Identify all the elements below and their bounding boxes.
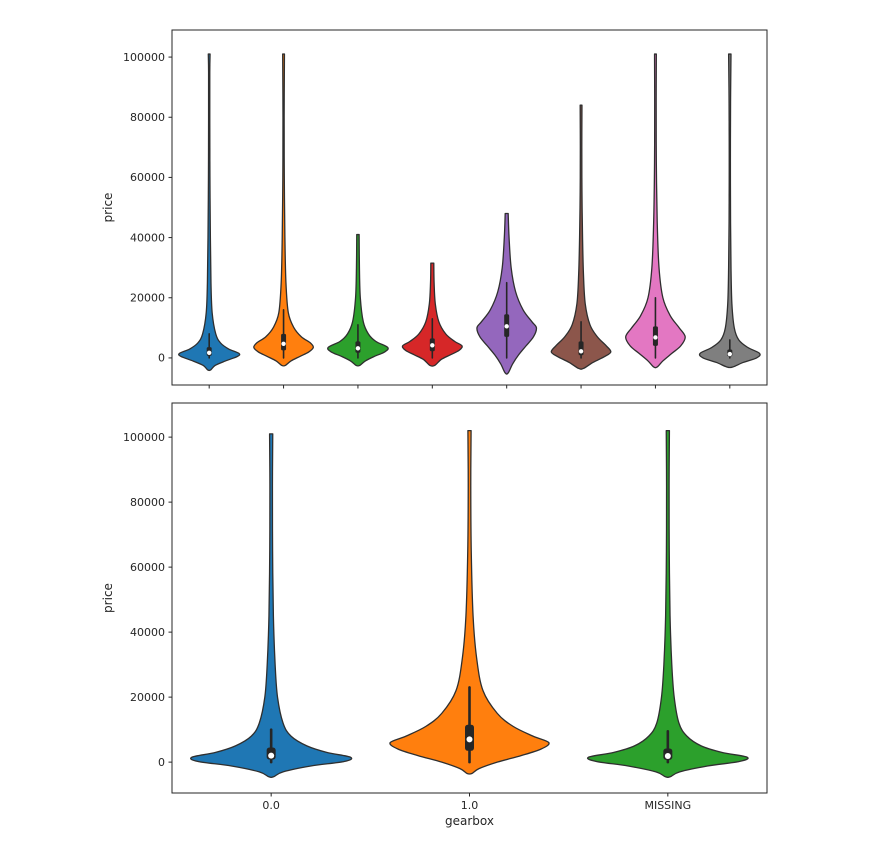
y-tick-label: 0 — [158, 352, 165, 365]
violin-body — [550, 104, 612, 370]
violin-body — [698, 53, 761, 369]
y-tick-label: 20000 — [130, 292, 165, 305]
y-tick-label: 20000 — [130, 691, 165, 704]
median-dot — [504, 324, 509, 329]
median-dot — [268, 752, 275, 759]
x-tick-label: 1.0 — [461, 799, 479, 812]
median-dot — [653, 335, 658, 340]
violin-body — [389, 429, 550, 775]
violin-body — [401, 262, 463, 367]
top-violin-chart: 0 20000 40000 60000 80000 100000 price — [101, 29, 768, 389]
x-axis-label: gearbox — [445, 814, 494, 828]
violin-body — [190, 433, 353, 779]
bottom-violin-chart: 0 20000 40000 60000 80000 100000 0.0 1.0 MISSING… — [101, 402, 768, 828]
x-tick-label: MISSING — [644, 799, 691, 812]
y-tick-label: 40000 — [130, 231, 165, 244]
y-tick-label: 100000 — [123, 431, 165, 444]
median-dot — [206, 350, 212, 356]
median-dot — [578, 349, 584, 354]
median-dot — [466, 736, 473, 743]
x-tick-label: 0.0 — [262, 799, 280, 812]
y-axis-label: price — [101, 583, 115, 613]
violin-body — [327, 233, 389, 367]
violin-body — [253, 53, 314, 367]
y-tick-label: 80000 — [130, 111, 165, 124]
violin-body — [178, 53, 241, 372]
y-tick-label: 100000 — [123, 51, 165, 64]
median-dot — [430, 343, 435, 348]
median-dot — [355, 346, 361, 351]
y-tick-label: 40000 — [130, 626, 165, 639]
y-axis-label: price — [101, 193, 115, 223]
y-tick-label: 0 — [158, 756, 165, 769]
violin-body — [586, 429, 749, 779]
median-dot — [727, 351, 733, 357]
median-dot — [664, 752, 671, 759]
median-dot — [281, 341, 286, 346]
y-tick-label: 80000 — [130, 496, 165, 509]
y-tick-label: 60000 — [130, 171, 165, 184]
axes-frame — [171, 29, 768, 386]
violin-body — [625, 53, 686, 369]
y-tick-label: 60000 — [130, 561, 165, 574]
